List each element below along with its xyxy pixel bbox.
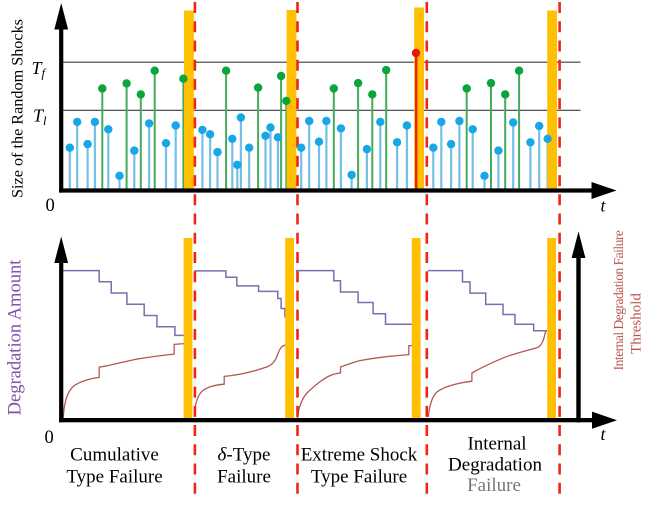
svg-text:Type Failure: Type Failure [66,467,162,488]
svg-text:Internal: Internal [467,433,526,454]
svg-text:Failure: Failure [217,467,271,488]
svg-text:Internal Degradation Failure: Internal Degradation Failure [611,230,626,370]
svg-text:Degradation Amount: Degradation Amount [6,259,26,416]
svg-text:Extreme Shock: Extreme Shock [301,444,418,465]
svg-text:Cumulative: Cumulative [70,444,159,465]
svg-text:0: 0 [46,196,55,216]
svg-text:δ-Type: δ-Type [218,444,271,465]
svg-text:Threshold: Threshold [629,293,645,354]
svg-text:t: t [601,424,607,444]
svg-text:Size of the Random Shocks: Size of the Random Shocks [8,19,26,198]
svg-text:Type Failure: Type Failure [311,467,407,488]
svg-text:t: t [601,196,607,216]
svg-text:0: 0 [45,428,54,448]
svg-text:Failure: Failure [467,475,521,496]
svg-text:Degradation: Degradation [448,454,542,475]
